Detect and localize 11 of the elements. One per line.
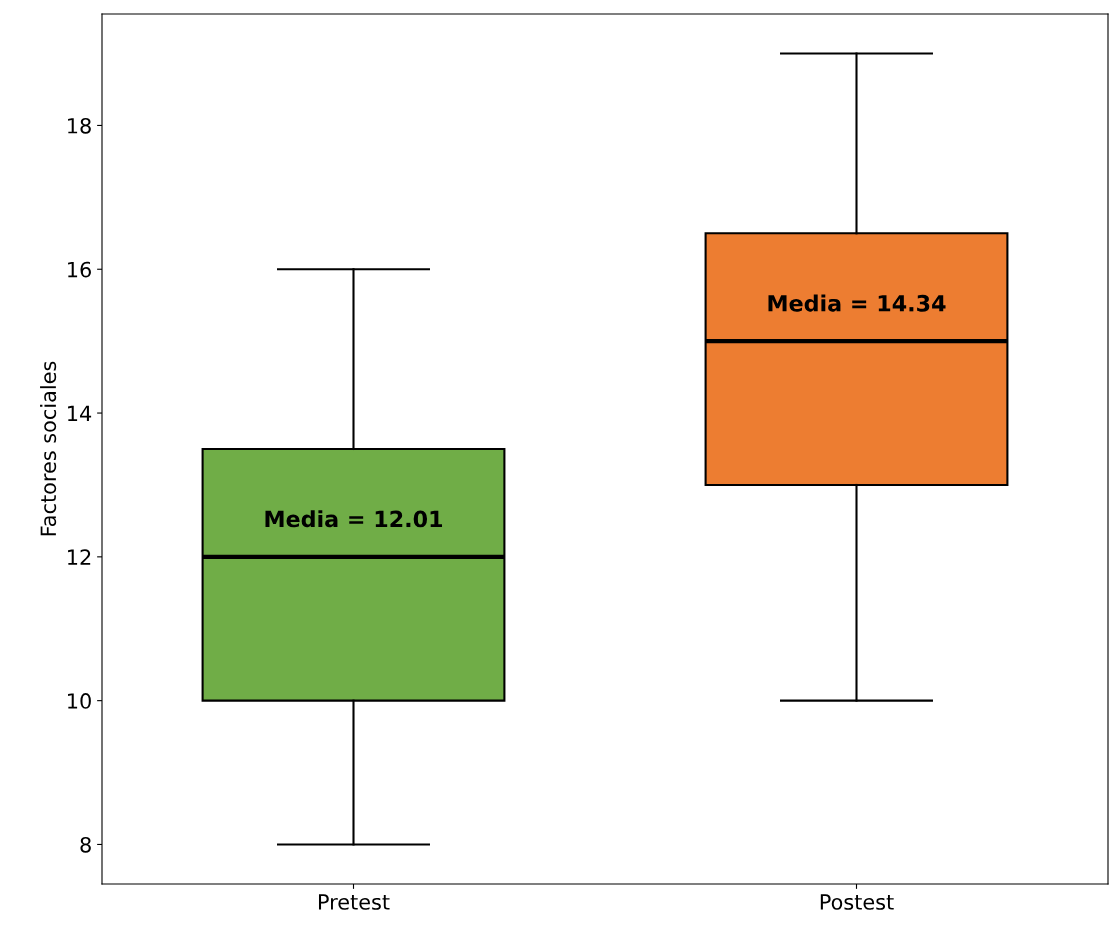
x-tick-label: Postest xyxy=(820,894,894,910)
y-tick-label: 14 xyxy=(68,405,92,421)
annotation: Media = 12.01 xyxy=(265,510,443,528)
y-tick-label: 12 xyxy=(68,549,91,565)
x-tick-label: Pretest xyxy=(318,894,390,910)
annotation: Media = 14.34 xyxy=(768,294,946,312)
y-tick-label: 16 xyxy=(68,261,91,278)
y-tick-label: 8 xyxy=(80,836,91,853)
y-tick-label: 18 xyxy=(68,117,91,134)
y-axis-title: Factores sociales xyxy=(40,361,57,536)
y-tick-label: 10 xyxy=(68,693,91,709)
